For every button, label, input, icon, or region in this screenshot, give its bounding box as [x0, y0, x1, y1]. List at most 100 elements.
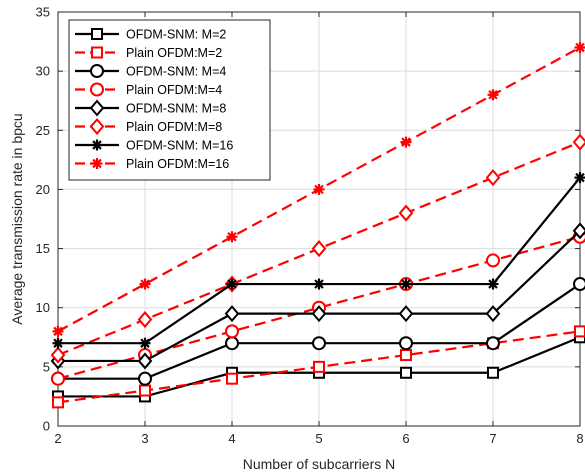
data-point-diamond — [485, 305, 501, 323]
asterisk-stroke — [314, 184, 324, 195]
data-point-asterisk — [313, 278, 325, 290]
asterisk-stroke — [227, 279, 237, 289]
data-point-asterisk — [226, 278, 238, 290]
asterisk-stroke — [53, 326, 63, 337]
data-point-diamond — [311, 240, 327, 258]
y-tick-label: 5 — [43, 359, 50, 374]
legend-item: Plain OFDM:M=8 — [75, 117, 222, 136]
data-point-asterisk — [574, 172, 585, 184]
asterisk-stroke — [92, 140, 102, 150]
data-point-asterisk — [226, 231, 238, 243]
asterisk-stroke — [140, 338, 150, 348]
asterisk-stroke — [401, 137, 411, 147]
x-tick-label: 4 — [228, 431, 235, 446]
data-point-asterisk — [574, 41, 585, 53]
series-group — [50, 41, 585, 409]
data-point-asterisk — [52, 337, 64, 349]
asterisk-stroke — [140, 279, 150, 289]
legend: OFDM-SNM: M=2 Plain OFDM:M=2 OFDM-SNM: M=4… — [68, 19, 271, 181]
asterisk-stroke — [314, 279, 324, 289]
data-point-circle — [486, 253, 500, 268]
data-point-circle — [225, 336, 239, 351]
legend-item: OFDM-SNM: M=16 — [75, 139, 233, 153]
x-tick-label: 2 — [54, 431, 61, 446]
data-point-asterisk — [487, 278, 499, 290]
legend-marker-circle — [90, 64, 104, 78]
legend-marker-asterisk — [91, 158, 103, 169]
data-point-diamond — [311, 305, 327, 323]
legend-item: OFDM-SNM: M=2 — [75, 28, 226, 42]
y-tick-label: 20 — [36, 182, 50, 197]
legend-label: Plain OFDM:M=4 — [126, 83, 222, 97]
data-point-diamond — [485, 169, 501, 187]
data-point-circle — [486, 336, 500, 351]
y-tick-label: 25 — [36, 123, 50, 138]
asterisk-stroke — [575, 172, 585, 183]
x-tick-label: 6 — [402, 431, 409, 446]
data-point-circle — [312, 336, 326, 351]
data-point-diamond — [137, 352, 153, 370]
legend-marker-circle — [90, 82, 104, 97]
data-point-circle — [51, 371, 65, 386]
legend-marker-asterisk — [91, 139, 103, 151]
y-tick-label: 15 — [36, 241, 50, 256]
legend-label: OFDM-SNM: M=2 — [126, 28, 226, 42]
series-8 — [52, 41, 585, 337]
series-6 — [50, 133, 585, 364]
data-point-asterisk — [139, 337, 151, 349]
legend-item: Plain OFDM:M=4 — [75, 82, 222, 97]
legend-box — [68, 19, 271, 181]
x-tick-label: 5 — [315, 431, 322, 446]
legend-label: Plain OFDM:M=8 — [126, 120, 222, 134]
axes: 2 3 4 5 6 7 8 0 5 10 15 20 25 30 35 — [36, 5, 584, 447]
data-point-asterisk — [139, 278, 151, 290]
legend-label: OFDM-SNM: M=8 — [126, 102, 226, 116]
y-axis-title: Average transmission rate in bpcu — [9, 113, 25, 324]
data-point-square — [52, 396, 64, 409]
data-point-diamond — [137, 311, 153, 329]
legend-marker-diamond — [89, 99, 105, 117]
series-3 — [51, 277, 585, 386]
asterisk-stroke — [488, 90, 498, 100]
legend-marker-square — [91, 46, 103, 59]
series-7 — [52, 172, 585, 349]
data-point-square — [400, 349, 412, 362]
legend-item: OFDM-SNM: M=4 — [75, 64, 226, 79]
data-point-diamond — [398, 204, 414, 222]
data-point-diamond — [572, 222, 585, 240]
data-point-circle — [399, 336, 413, 351]
asterisk-stroke — [227, 232, 237, 242]
legend-item: Plain OFDM:M=16 — [75, 157, 229, 171]
legend-label: OFDM-SNM: M=16 — [126, 139, 233, 153]
x-axis-title: Number of subcarriers N — [243, 456, 396, 472]
asterisk-stroke — [53, 338, 63, 348]
data-point-circle — [138, 371, 152, 386]
y-tick-label: 10 — [36, 300, 50, 315]
data-point-square — [313, 360, 325, 373]
legend-label: OFDM-SNM: M=4 — [126, 65, 226, 79]
x-tick-label: 8 — [576, 431, 583, 446]
data-point-diamond — [50, 346, 66, 364]
data-point-asterisk — [313, 183, 325, 195]
x-tick-label: 3 — [141, 431, 148, 446]
data-point-circle — [573, 277, 585, 292]
asterisk-stroke — [401, 279, 411, 289]
legend-item: OFDM-SNM: M=8 — [75, 99, 226, 117]
data-point-asterisk — [400, 278, 412, 290]
data-point-square — [487, 366, 499, 379]
asterisk-stroke — [92, 158, 102, 169]
x-tick-label: 7 — [489, 431, 496, 446]
legend-item: Plain OFDM:M=2 — [75, 46, 222, 60]
data-point-circle — [225, 324, 239, 339]
asterisk-stroke — [488, 279, 498, 289]
data-point-diamond — [224, 305, 240, 323]
data-point-square — [139, 384, 151, 397]
y-tick-label: 35 — [36, 5, 50, 20]
data-point-square — [226, 372, 238, 385]
y-tick-label: 0 — [43, 419, 50, 434]
data-point-asterisk — [400, 136, 412, 148]
data-point-diamond — [572, 133, 585, 151]
data-point-asterisk — [52, 325, 64, 337]
y-tick-label: 30 — [36, 64, 50, 79]
